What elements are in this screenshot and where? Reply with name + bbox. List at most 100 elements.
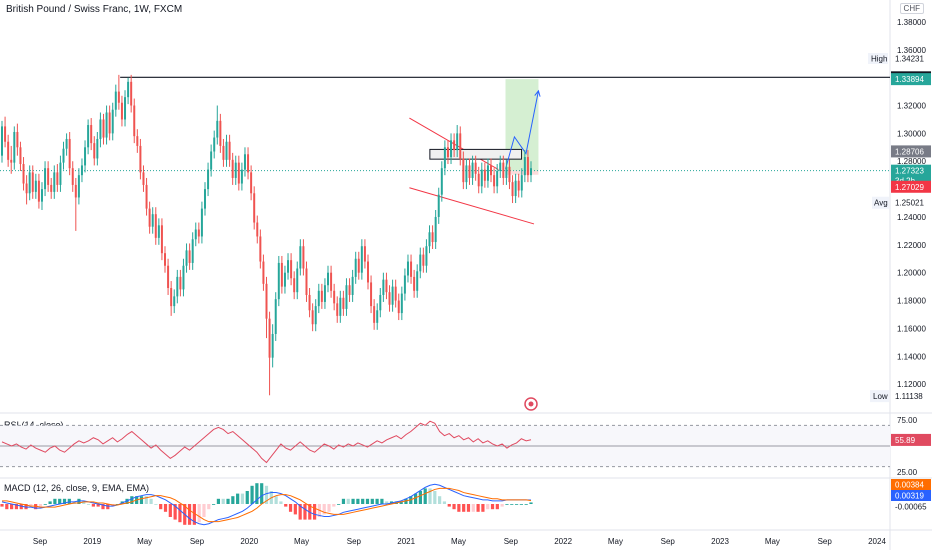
candle-body bbox=[327, 272, 330, 286]
candle-body bbox=[342, 297, 345, 309]
high-label-tag bbox=[868, 53, 888, 64]
macd-histogram-bar bbox=[442, 501, 447, 504]
macd-label[interactable]: MACD (12, 26, close, 9, EMA, EMA) bbox=[4, 483, 150, 493]
candle-body bbox=[96, 138, 99, 159]
macd-histogram-bar bbox=[14, 504, 19, 510]
macd-histogram-bar bbox=[519, 504, 523, 505]
candle-body bbox=[293, 278, 296, 293]
macd-histogram-bar bbox=[115, 504, 120, 505]
candle-body bbox=[508, 166, 511, 183]
candle-body bbox=[151, 214, 154, 227]
candle-body bbox=[517, 180, 520, 191]
rsi-pane: 75.00 25.00 55.89 bbox=[0, 416, 931, 477]
candle-body bbox=[77, 175, 80, 198]
candle-body bbox=[84, 147, 87, 166]
candle-body bbox=[265, 283, 268, 319]
macd-histogram-bar bbox=[322, 504, 326, 515]
macd-histogram-bar bbox=[337, 504, 341, 505]
candle-body bbox=[280, 262, 283, 287]
candle-body bbox=[56, 172, 59, 185]
candle-body bbox=[7, 141, 10, 160]
candle-body bbox=[167, 265, 170, 289]
macd-histogram-bar bbox=[288, 504, 293, 512]
candle-body bbox=[354, 258, 357, 277]
macd-histogram-bar bbox=[197, 504, 201, 523]
candle-body bbox=[108, 112, 111, 134]
macd-histogram-bar bbox=[58, 498, 62, 504]
candles bbox=[1, 74, 532, 396]
rsi-label[interactable]: RSI (14, close) bbox=[4, 420, 64, 430]
candle-body bbox=[308, 294, 311, 311]
candle-body bbox=[105, 112, 108, 138]
macd-histogram-bar bbox=[447, 504, 451, 507]
candle-body bbox=[490, 165, 493, 176]
macd-histogram-bar bbox=[173, 504, 177, 520]
macd-histogram-bar bbox=[0, 504, 4, 507]
channel-lower-line bbox=[409, 187, 535, 225]
y-tick-label: 1.14000 bbox=[897, 352, 926, 361]
candle-body bbox=[173, 296, 176, 307]
candle-body bbox=[170, 288, 173, 307]
macd-histogram-bar bbox=[48, 501, 52, 504]
macd-histogram-bar bbox=[524, 504, 528, 505]
candle-body bbox=[437, 194, 440, 217]
candle-body bbox=[428, 232, 431, 247]
macd-histogram-bar bbox=[375, 498, 379, 504]
candle-body bbox=[348, 285, 351, 295]
breakout-tag bbox=[891, 145, 931, 158]
macd-histogram-bar bbox=[500, 504, 504, 507]
macd-histogram-bar bbox=[510, 504, 514, 505]
macd-histogram-bar bbox=[433, 491, 437, 504]
candle-body bbox=[99, 119, 102, 139]
candle-body bbox=[520, 175, 523, 191]
y-tick-label: 1.22000 bbox=[897, 241, 926, 250]
candle-body bbox=[419, 254, 422, 272]
candle-body bbox=[65, 138, 68, 149]
macd-histogram-value: -0.00065 bbox=[895, 503, 927, 512]
y-tick-label: 1.18000 bbox=[897, 297, 926, 306]
currency-button[interactable]: CHF bbox=[899, 3, 924, 14]
macd-histogram-bar bbox=[154, 504, 158, 505]
candle-body bbox=[268, 318, 271, 358]
target-value: 1.33894 bbox=[895, 75, 924, 84]
candle-body bbox=[406, 261, 409, 276]
macd-histogram-bar bbox=[327, 504, 331, 512]
candle-body bbox=[296, 268, 299, 293]
macd-histogram-bar bbox=[457, 504, 461, 512]
candle-body bbox=[22, 164, 25, 184]
macd-histogram-bar bbox=[187, 504, 192, 525]
candle-body bbox=[213, 137, 216, 152]
candle-body bbox=[526, 157, 529, 176]
macd-signal-line bbox=[2, 487, 532, 523]
candle-body bbox=[410, 261, 413, 277]
macd-histogram-bar bbox=[202, 504, 206, 517]
macd-histogram-bar bbox=[96, 504, 100, 507]
candle-body bbox=[250, 172, 253, 194]
x-tick-label: May bbox=[137, 537, 152, 546]
candle-body bbox=[394, 286, 397, 301]
candle-body bbox=[283, 272, 286, 287]
candle-body bbox=[505, 166, 508, 178]
macd-histogram-bar bbox=[361, 498, 365, 504]
candle-body bbox=[351, 276, 354, 295]
stop-value: 1.27029 bbox=[895, 183, 924, 192]
candle-body bbox=[379, 294, 382, 311]
candle-body bbox=[385, 279, 388, 293]
macd-histogram-bar bbox=[529, 502, 533, 504]
macd-histogram-bar bbox=[130, 496, 134, 504]
candle-body bbox=[154, 214, 157, 238]
macd-histogram-bar bbox=[5, 504, 9, 510]
target-tag bbox=[891, 73, 931, 86]
candle-body bbox=[391, 286, 394, 305]
candle-body bbox=[10, 159, 13, 163]
candle-body bbox=[4, 126, 7, 142]
macd-histogram-bar bbox=[221, 498, 225, 504]
y-tick-label: 1.28000 bbox=[897, 157, 926, 166]
candle-body bbox=[219, 120, 222, 146]
candle-body bbox=[256, 222, 259, 237]
candle-body bbox=[182, 265, 185, 290]
avg-label-tag bbox=[872, 196, 889, 209]
candle-body bbox=[237, 162, 240, 184]
